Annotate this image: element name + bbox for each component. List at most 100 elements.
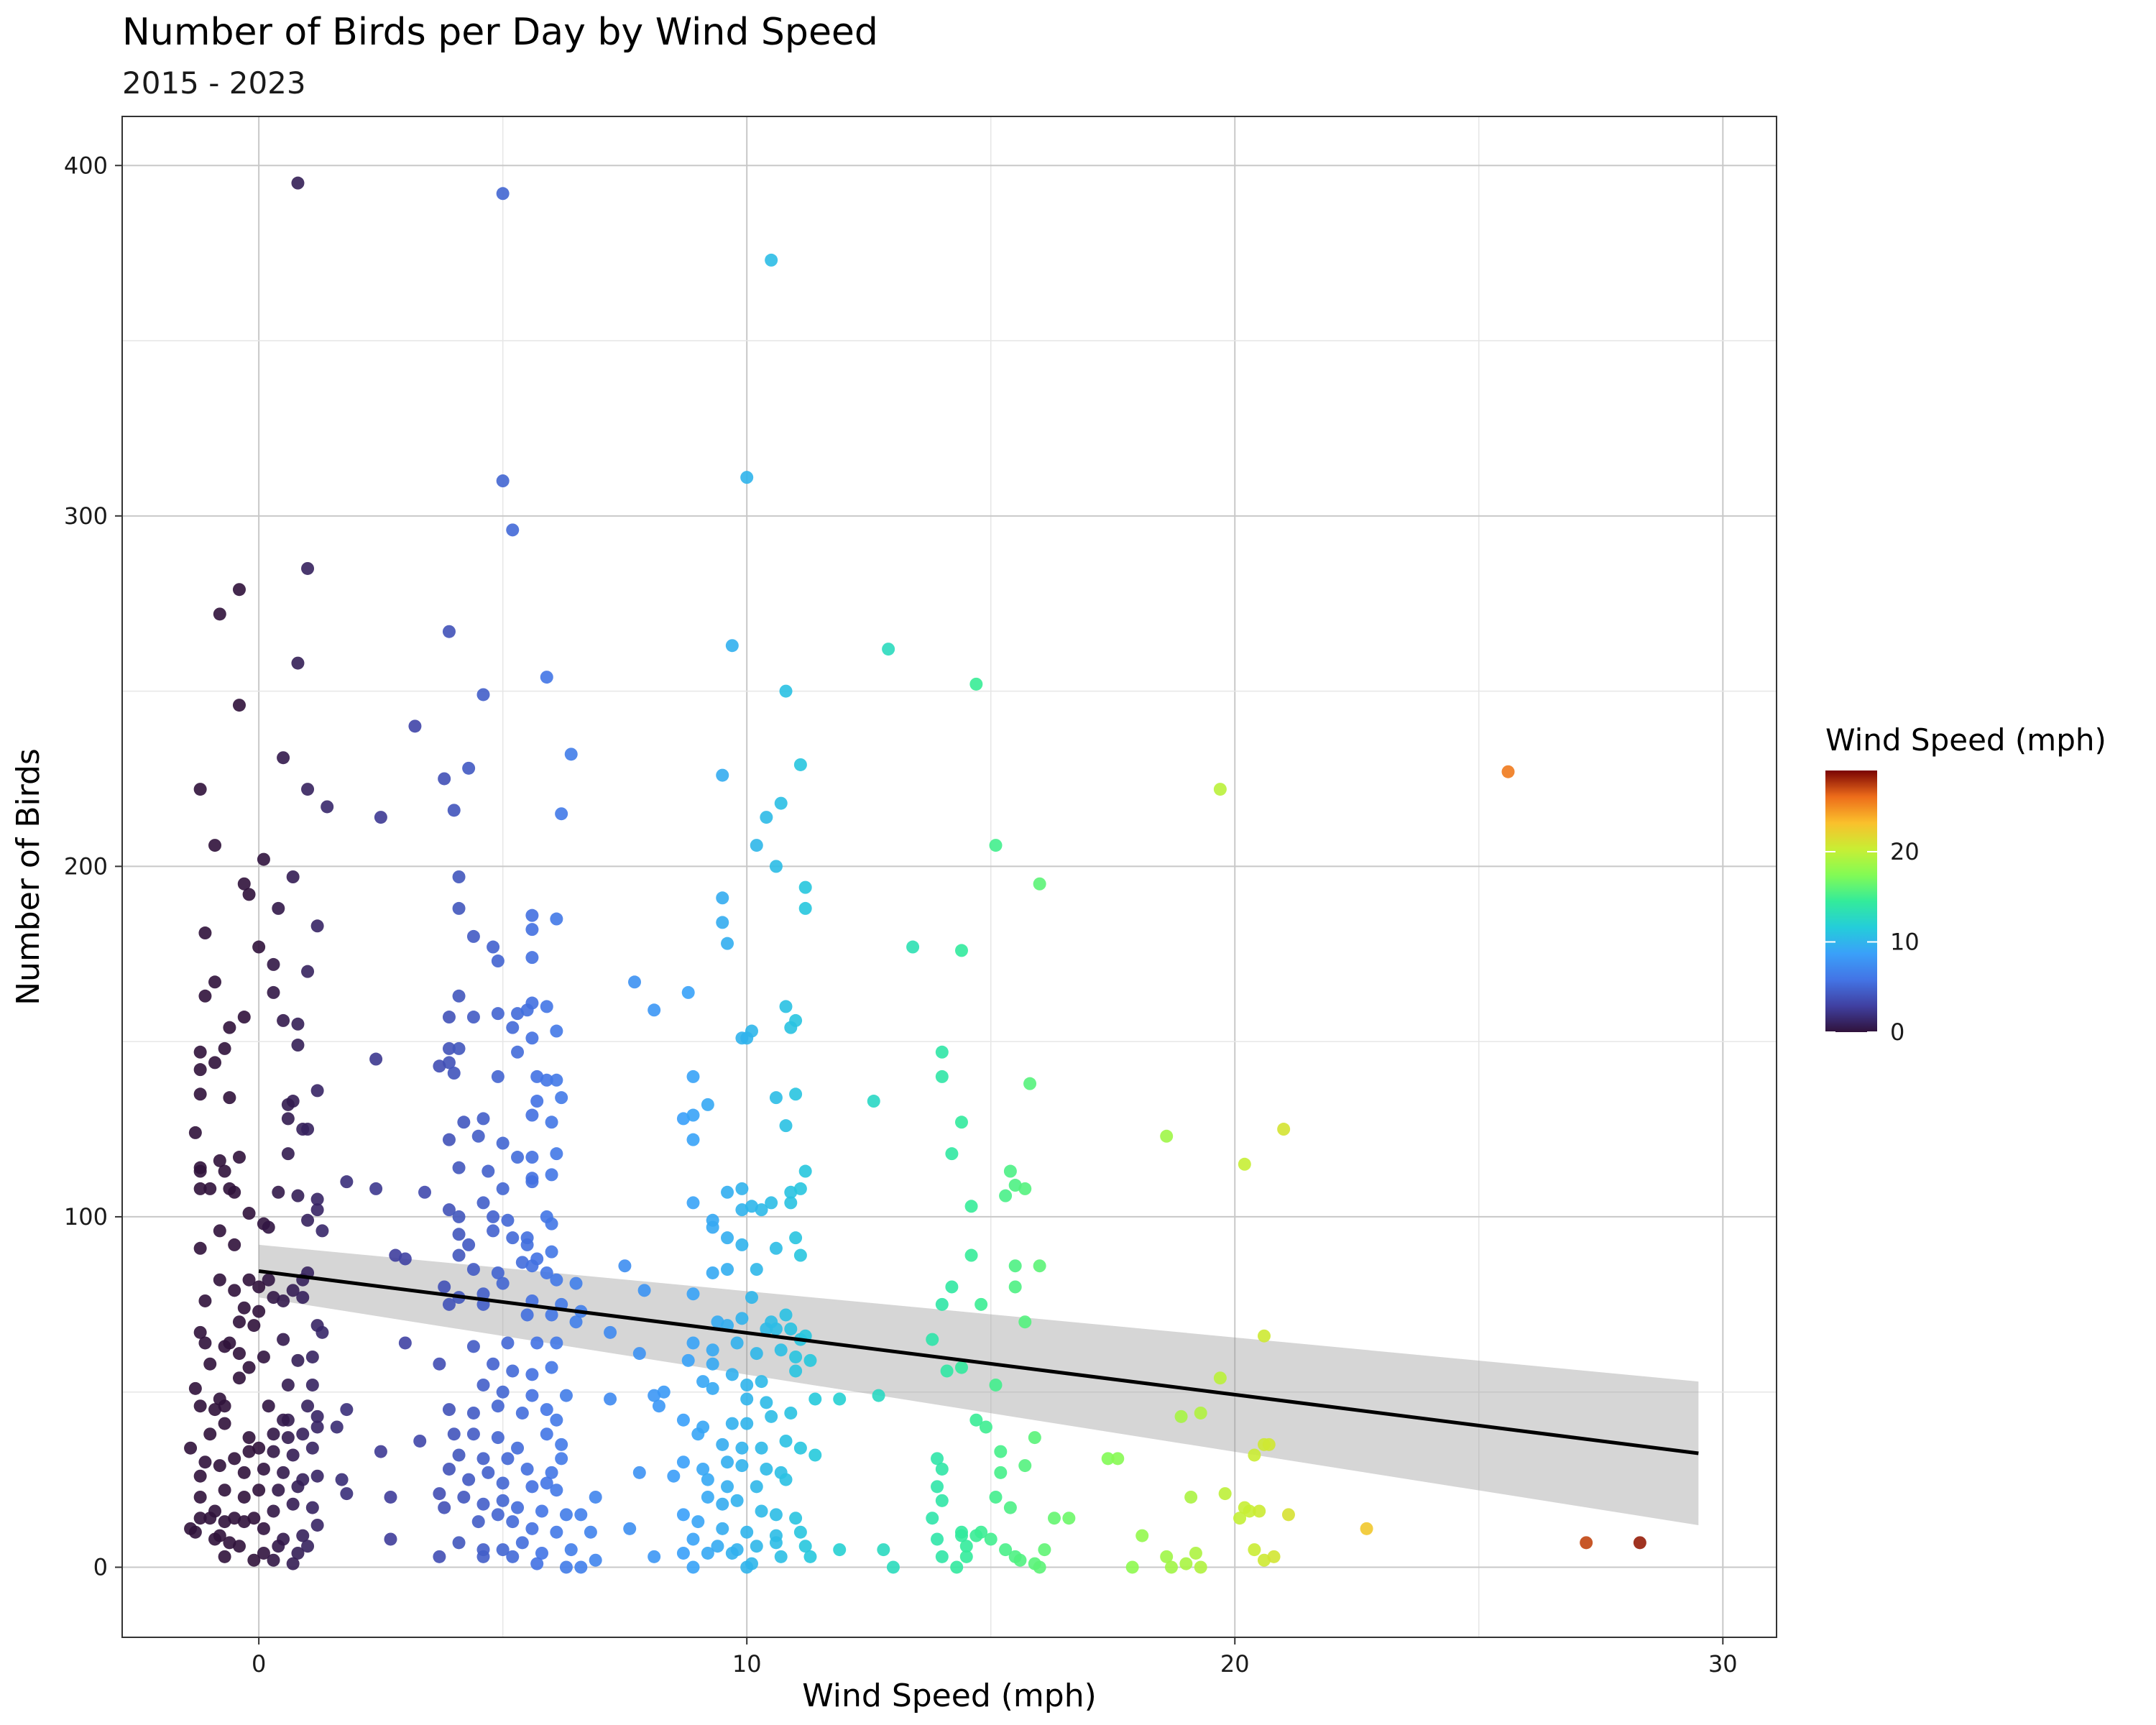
data-point xyxy=(711,1540,724,1553)
data-point xyxy=(193,1399,207,1413)
data-point xyxy=(389,1248,402,1262)
data-point xyxy=(203,1182,217,1195)
data-point xyxy=(305,1350,319,1363)
data-point xyxy=(506,1021,520,1034)
data-point xyxy=(281,1378,295,1392)
data-point xyxy=(867,1095,880,1108)
data-point xyxy=(706,1357,719,1371)
data-point xyxy=(433,1487,446,1501)
data-point xyxy=(989,1490,1003,1504)
data-point xyxy=(725,1368,739,1381)
data-point xyxy=(291,1039,305,1052)
data-point xyxy=(213,1224,226,1238)
data-point xyxy=(242,888,256,901)
data-points xyxy=(184,176,1646,1574)
data-point xyxy=(525,1172,539,1185)
data-point xyxy=(252,1305,266,1318)
data-point xyxy=(779,1473,793,1486)
data-point xyxy=(525,923,539,937)
data-point xyxy=(218,1515,231,1529)
data-point xyxy=(193,1164,207,1178)
data-point xyxy=(203,1512,217,1525)
data-point xyxy=(286,870,300,883)
data-point xyxy=(559,1560,573,1574)
data-point xyxy=(798,1540,812,1553)
data-point xyxy=(935,1550,949,1563)
data-point xyxy=(706,1220,719,1234)
data-point xyxy=(447,1427,461,1441)
data-point xyxy=(452,870,466,883)
x-tick-label: 30 xyxy=(1708,1650,1738,1678)
data-point xyxy=(950,1560,964,1574)
data-point xyxy=(442,625,456,638)
data-point xyxy=(223,1336,236,1350)
data-point xyxy=(237,1490,251,1504)
data-point xyxy=(540,1073,553,1087)
data-point xyxy=(618,1259,632,1273)
data-point xyxy=(384,1532,397,1546)
data-point xyxy=(286,1557,300,1570)
data-point xyxy=(789,1231,803,1245)
legend-title: Wind Speed (mph) xyxy=(1825,722,2106,758)
data-point xyxy=(466,1340,480,1353)
data-point xyxy=(696,1462,710,1476)
data-point xyxy=(906,940,920,954)
y-tick-label: 0 xyxy=(93,1553,108,1581)
data-point xyxy=(462,1473,476,1486)
data-point xyxy=(750,1347,763,1361)
data-point xyxy=(623,1522,637,1535)
data-point xyxy=(506,1550,520,1563)
data-point xyxy=(232,1540,246,1553)
data-point xyxy=(223,1536,236,1550)
data-point xyxy=(765,253,778,267)
data-point xyxy=(262,1220,275,1234)
data-point xyxy=(213,607,226,621)
data-point xyxy=(213,1154,226,1167)
data-point xyxy=(1501,765,1515,778)
data-point xyxy=(765,1196,778,1210)
data-point xyxy=(686,1133,700,1146)
data-point xyxy=(1277,1123,1291,1136)
legend-tick-label: 20 xyxy=(1890,838,1920,865)
data-point xyxy=(964,1200,978,1213)
data-point xyxy=(574,1508,588,1522)
data-point xyxy=(193,1469,207,1483)
data-point xyxy=(999,1543,1013,1557)
data-point xyxy=(237,1466,251,1479)
data-point xyxy=(305,1441,319,1455)
data-point xyxy=(340,1175,354,1189)
data-point xyxy=(223,1021,236,1034)
data-point xyxy=(584,1525,597,1539)
data-point xyxy=(442,1041,456,1055)
data-point xyxy=(740,1378,754,1392)
data-point xyxy=(310,919,324,933)
data-point xyxy=(1257,1553,1271,1567)
data-point xyxy=(555,1438,568,1451)
data-point xyxy=(184,1441,198,1455)
data-point xyxy=(530,1070,544,1083)
y-axis-title: Number of Birds xyxy=(10,748,47,1006)
data-point xyxy=(272,901,285,915)
data-point xyxy=(452,1536,466,1550)
data-point xyxy=(193,1241,207,1255)
data-point xyxy=(564,748,578,761)
data-point xyxy=(198,1294,212,1307)
data-point xyxy=(886,1560,900,1574)
data-point xyxy=(193,1045,207,1059)
data-point xyxy=(482,1466,495,1479)
data-point xyxy=(305,1501,319,1514)
data-point xyxy=(438,1280,451,1294)
data-point xyxy=(540,671,553,684)
data-point xyxy=(277,1413,290,1427)
data-point xyxy=(515,1536,529,1550)
data-point xyxy=(540,1266,553,1279)
data-point xyxy=(452,1210,466,1223)
legend-ticks: 0 10 20 xyxy=(1825,838,1920,1046)
data-point xyxy=(808,1392,822,1406)
data-point xyxy=(701,1490,714,1504)
data-point xyxy=(931,1452,944,1466)
data-point xyxy=(959,1540,973,1553)
chart-subtitle: 2015 - 2023 xyxy=(122,65,306,101)
data-point xyxy=(496,1494,510,1507)
